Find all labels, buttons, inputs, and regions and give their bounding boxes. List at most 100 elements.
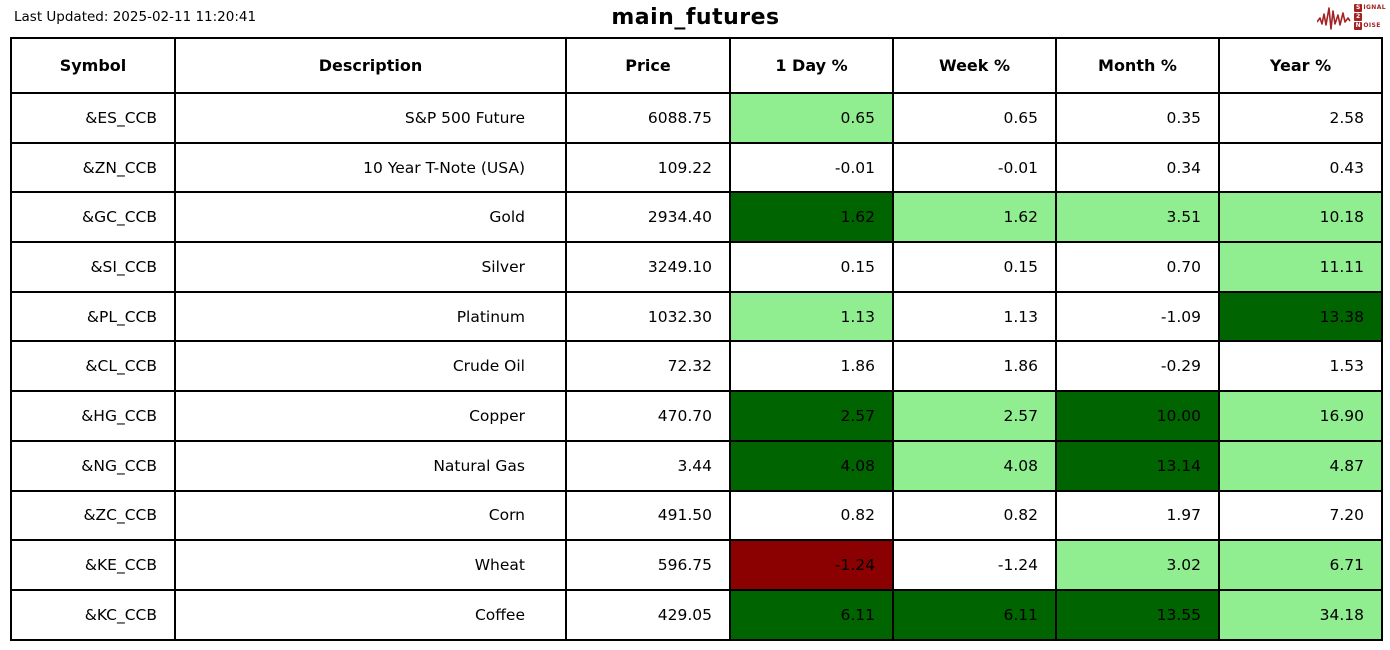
table-row: &KE_CCB Wheat 596.75 -1.24 -1.24 3.02 6.71 [10,539,1383,591]
symbol-cell: &PL_CCB [10,290,176,343]
logo-line-signal: S IGNAL [1354,4,1386,12]
day-pct-cell: 1.13 [729,290,894,343]
table-header-row: Symbol Description Price 1 Day % Week % Month… [10,37,1383,94]
day-pct-cell: 0.15 [729,241,894,293]
week-pct-cell: 0.82 [892,489,1057,542]
description-cell: Corn [174,489,567,542]
price-cell: 6088.75 [565,92,731,144]
day-pct-cell: -0.01 [729,141,894,194]
price-cell: 491.50 [565,489,731,542]
symbol-cell: &KC_CCB [10,588,176,641]
month-pct-cell: 0.70 [1055,241,1220,293]
price-cell: 470.70 [565,390,731,442]
week-pct-cell: 6.11 [892,588,1057,641]
month-pct-cell: 10.00 [1055,390,1220,442]
day-pct-cell: 4.08 [729,439,894,492]
day-pct-cell: 0.65 [729,92,894,144]
week-pct-cell: 1.86 [892,340,1057,393]
column-header-week: Week % [892,37,1057,94]
logo-line-noise: N OISE [1354,22,1381,30]
column-header-year: Year % [1218,37,1383,94]
description-cell: Coffee [174,588,567,641]
month-pct-cell: 3.02 [1055,539,1220,591]
price-cell: 596.75 [565,539,731,591]
logo-letter-box-n: N [1354,22,1363,30]
year-pct-cell: 10.18 [1218,191,1383,244]
table-row: &ZC_CCB Corn 491.50 0.82 0.82 1.97 7.20 [10,489,1383,542]
year-pct-cell: 6.71 [1218,539,1383,591]
table-row: &KC_CCB Coffee 429.05 6.11 6.11 13.55 34.18 [10,588,1383,641]
month-pct-cell: 0.35 [1055,92,1220,144]
logo-line-2: 2 [1354,13,1386,21]
year-pct-cell: 4.87 [1218,439,1383,492]
description-cell: Silver [174,241,567,293]
week-pct-cell: 1.13 [892,290,1057,343]
description-cell: S&P 500 Future [174,92,567,144]
month-pct-cell: 13.14 [1055,439,1220,492]
symbol-cell: &KE_CCB [10,539,176,591]
logo-text: S IGNAL 2 N OISE [1354,4,1386,30]
month-pct-cell: -1.09 [1055,290,1220,343]
year-pct-cell: 13.38 [1218,290,1383,343]
year-pct-cell: 2.58 [1218,92,1383,144]
symbol-cell: &GC_CCB [10,191,176,244]
waveform-icon [1317,7,1352,30]
week-pct-cell: 1.62 [892,191,1057,244]
description-cell: Gold [174,191,567,244]
day-pct-cell: 0.82 [729,489,894,542]
symbol-cell: &ES_CCB [10,92,176,144]
table-row: &HG_CCB Copper 470.70 2.57 2.57 10.00 16.90 [10,390,1383,442]
year-pct-cell: 16.90 [1218,390,1383,442]
month-pct-cell: 13.55 [1055,588,1220,641]
table-row: &CL_CCB Crude Oil 72.32 1.86 1.86 -0.29 1.53 [10,340,1383,393]
column-header-1-day: 1 Day % [729,37,894,94]
price-cell: 1032.30 [565,290,731,343]
year-pct-cell: 1.53 [1218,340,1383,393]
description-cell: 10 Year T-Note (USA) [174,141,567,194]
table-row: &ZN_CCB 10 Year T-Note (USA) 109.22 -0.01 -0… [10,141,1383,194]
symbol-cell: &ZC_CCB [10,489,176,542]
signal-2-noise-logo: S IGNAL 2 N OISE [1317,3,1386,31]
week-pct-cell: 4.08 [892,439,1057,492]
column-header-symbol: Symbol [10,37,176,94]
day-pct-cell: 1.86 [729,340,894,393]
last-updated-label: Last Updated: 2025-02-11 11:20:41 [14,9,257,25]
week-pct-cell: 0.65 [892,92,1057,144]
year-pct-cell: 0.43 [1218,141,1383,194]
week-pct-cell: -0.01 [892,141,1057,194]
symbol-cell: &NG_CCB [10,439,176,492]
symbol-cell: &HG_CCB [10,390,176,442]
month-pct-cell: 3.51 [1055,191,1220,244]
year-pct-cell: 7.20 [1218,489,1383,542]
day-pct-cell: -1.24 [729,539,894,591]
day-pct-cell: 1.62 [729,191,894,244]
day-pct-cell: 6.11 [729,588,894,641]
week-pct-cell: 0.15 [892,241,1057,293]
month-pct-cell: 1.97 [1055,489,1220,542]
week-pct-cell: 2.57 [892,390,1057,442]
description-cell: Natural Gas [174,439,567,492]
futures-table: Symbol Description Price 1 Day % Week % Month… [10,37,1383,641]
table-row: &NG_CCB Natural Gas 3.44 4.08 4.08 13.14 4.87 [10,439,1383,492]
year-pct-cell: 11.11 [1218,241,1383,293]
page-title: main_futures [611,5,780,30]
month-pct-cell: -0.29 [1055,340,1220,393]
description-cell: Copper [174,390,567,442]
column-header-description: Description [174,37,567,94]
table-row: &ES_CCB S&P 500 Future 6088.75 0.65 0.65 0.35… [10,92,1383,144]
column-header-month: Month % [1055,37,1220,94]
year-pct-cell: 34.18 [1218,588,1383,641]
day-pct-cell: 2.57 [729,390,894,442]
logo-letter-box-s: S [1354,4,1363,12]
futures-table-container: Symbol Description Price 1 Day % Week % Month… [10,37,1383,641]
table-row: &PL_CCB Platinum 1032.30 1.13 1.13 -1.09 13.38 [10,290,1383,343]
price-cell: 3249.10 [565,241,731,293]
symbol-cell: &CL_CCB [10,340,176,393]
month-pct-cell: 0.34 [1055,141,1220,194]
price-cell: 72.32 [565,340,731,393]
symbol-cell: &ZN_CCB [10,141,176,194]
logo-letter-box-2: 2 [1354,13,1363,21]
week-pct-cell: -1.24 [892,539,1057,591]
price-cell: 2934.40 [565,191,731,244]
